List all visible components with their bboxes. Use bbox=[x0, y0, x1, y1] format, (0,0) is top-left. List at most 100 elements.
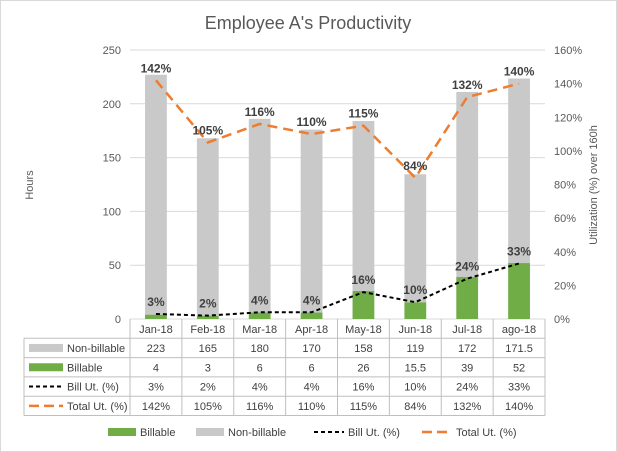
x-tick-label: Jan-18 bbox=[139, 324, 173, 336]
table-cell: 3 bbox=[205, 362, 211, 374]
right-axis: 0% 20% 40% 60% 80% 100% 120% 140% 160% bbox=[554, 45, 582, 326]
legend-label: Total Ut. (%) bbox=[456, 427, 517, 439]
x-tick-label: Jul-18 bbox=[452, 324, 482, 336]
total-utilization-label: 140% bbox=[504, 65, 535, 79]
right-tick-label: 20% bbox=[554, 280, 576, 292]
bill-utilization-label: 3% bbox=[147, 295, 165, 309]
bill-utilization-label: 33% bbox=[507, 245, 531, 259]
table-cell: 110% bbox=[298, 401, 326, 413]
table-cell: 142% bbox=[142, 401, 170, 413]
x-tick-label: May-18 bbox=[345, 324, 382, 336]
bar-billable bbox=[404, 302, 427, 319]
x-tick-label: Mar-18 bbox=[242, 324, 277, 336]
bar-non-billable bbox=[145, 74, 167, 315]
table-row-header: Bill Ut. (%) bbox=[67, 382, 119, 394]
left-tick-label: 100 bbox=[103, 206, 121, 218]
bar-billable bbox=[145, 314, 167, 319]
bill-utilization-label: 16% bbox=[351, 273, 375, 287]
table-cell: 132% bbox=[453, 401, 481, 413]
legend: Billable Non-billable Bill Ut. (%) Total Ut… bbox=[108, 427, 517, 439]
total-utilization-label: 142% bbox=[141, 61, 172, 75]
table-cell: 4% bbox=[252, 382, 268, 394]
data-table: Jan-18 Feb-18 Mar-18 Apr-18 May-18 Jun-18 Jul-… bbox=[23, 319, 546, 416]
lines bbox=[154, 79, 520, 317]
x-tick-label: ago-18 bbox=[502, 324, 536, 336]
bar-non-billable bbox=[352, 121, 375, 292]
total-utilization-label: 105% bbox=[192, 123, 223, 137]
bill-utilization-line bbox=[155, 262, 520, 317]
table-cell: 116% bbox=[246, 401, 274, 413]
left-axis: 0 50 100 150 200 250 bbox=[103, 45, 121, 326]
table-cell: 165 bbox=[199, 343, 217, 355]
right-tick-label: 140% bbox=[554, 79, 582, 91]
bar-non-billable bbox=[404, 174, 427, 303]
table-cell: 140% bbox=[505, 401, 533, 413]
table-cell: 115% bbox=[350, 401, 378, 413]
table-cell: 4% bbox=[304, 382, 320, 394]
table-cell: 2% bbox=[200, 382, 216, 394]
legend-key bbox=[108, 428, 136, 436]
total-utilization-label: 84% bbox=[403, 159, 427, 173]
table-cell: 24% bbox=[456, 382, 478, 394]
left-tick-label: 0 bbox=[115, 314, 121, 326]
right-tick-label: 80% bbox=[554, 180, 576, 192]
bar-non-billable bbox=[300, 129, 323, 313]
left-tick-label: 50 bbox=[109, 260, 121, 272]
right-tick-label: 0% bbox=[554, 314, 570, 326]
left-tick-label: 250 bbox=[103, 45, 121, 57]
bar-billable bbox=[352, 291, 375, 319]
table-cell: 3% bbox=[148, 382, 164, 394]
bill-utilization-label: 2% bbox=[199, 297, 217, 311]
table-row-header: Total Ut. (%) bbox=[67, 401, 128, 413]
left-tick-label: 200 bbox=[103, 99, 121, 111]
bar-billable bbox=[248, 312, 271, 319]
table-cell: 16% bbox=[352, 382, 374, 394]
left-axis-title: Hours bbox=[24, 170, 36, 200]
table-cell: 223 bbox=[147, 343, 165, 355]
table-cell: 39 bbox=[461, 362, 473, 374]
bar-billable bbox=[508, 263, 530, 319]
table-cell: 180 bbox=[251, 343, 269, 355]
bar-non-billable bbox=[196, 138, 219, 316]
total-utilization-label: 116% bbox=[245, 105, 275, 119]
table-cell: 158 bbox=[354, 343, 372, 355]
left-tick-label: 150 bbox=[103, 153, 121, 165]
table-cell: 33% bbox=[508, 382, 530, 394]
table-cell: 105% bbox=[194, 401, 222, 413]
table-cell: 52 bbox=[513, 362, 525, 374]
right-tick-label: 160% bbox=[554, 45, 582, 57]
right-tick-label: 40% bbox=[554, 247, 576, 259]
x-tick-label: Apr-18 bbox=[295, 324, 328, 336]
gridlines bbox=[130, 49, 545, 320]
bars bbox=[145, 74, 530, 319]
table-row-header: Non-billable bbox=[67, 343, 125, 355]
table-legend-key bbox=[29, 343, 63, 352]
table-legend-key bbox=[29, 363, 63, 372]
total-utilization-label: 132% bbox=[452, 78, 483, 92]
total-utilization-line bbox=[154, 79, 520, 180]
bar-billable bbox=[300, 312, 323, 319]
table-cell: 10% bbox=[404, 382, 426, 394]
table-cell: 170 bbox=[302, 343, 320, 355]
table-cell: 6 bbox=[257, 362, 263, 374]
bar-billable bbox=[456, 277, 479, 319]
right-tick-label: 60% bbox=[554, 213, 576, 225]
legend-label: Bill Ut. (%) bbox=[348, 427, 400, 439]
bar-non-billable bbox=[508, 78, 530, 264]
table-cell: 15.5 bbox=[405, 362, 426, 374]
table-cell: 6 bbox=[309, 362, 315, 374]
right-tick-label: 100% bbox=[554, 146, 582, 158]
total-utilization-label: 115% bbox=[348, 107, 378, 121]
bill-utilization-label: 4% bbox=[251, 293, 269, 307]
table-cell: 26 bbox=[357, 362, 369, 374]
bar-non-billable bbox=[456, 91, 479, 278]
table-cell: 172 bbox=[458, 343, 476, 355]
table-cell: 119 bbox=[407, 343, 425, 355]
legend-label: Non-billable bbox=[228, 427, 286, 439]
legend-key bbox=[196, 428, 224, 436]
right-axis-title: Utilization (%) over 160h bbox=[588, 125, 600, 245]
total-utilization-label: 110% bbox=[297, 115, 327, 129]
table-cell: 84% bbox=[404, 401, 426, 413]
data-labels: 3% 2% 4% 4% 16% 10% 24% 33% 142% 105% 116% 110% 115%… bbox=[141, 61, 535, 310]
